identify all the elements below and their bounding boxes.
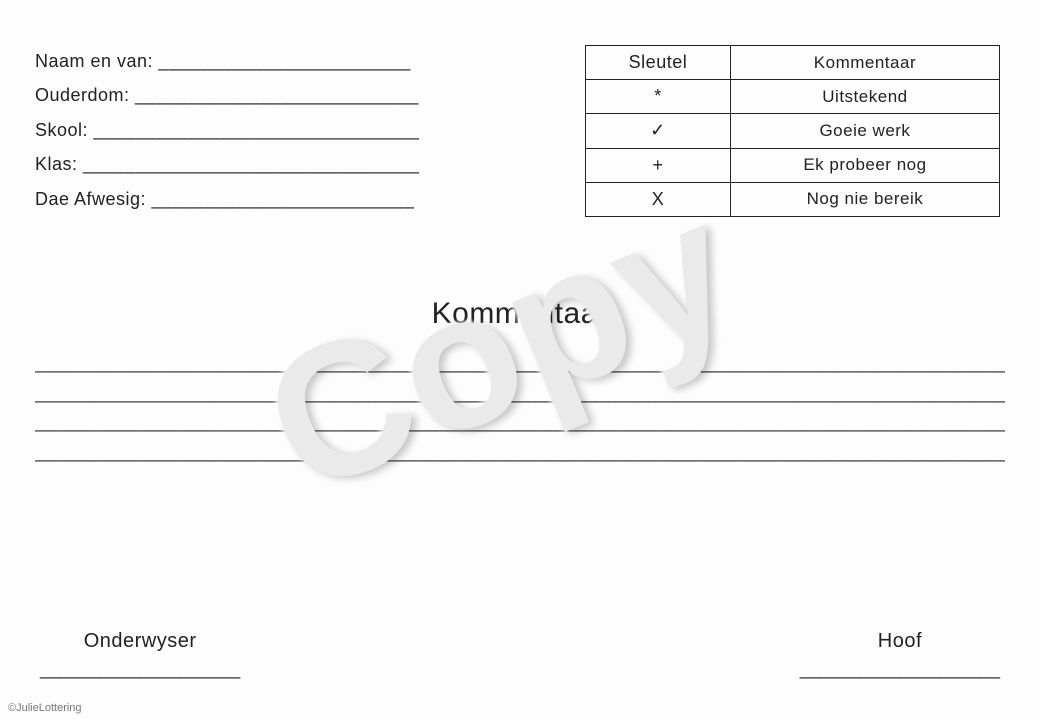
comment-heading: Kommentaar xyxy=(35,297,1005,331)
comment-line: ________________________________________… xyxy=(35,379,1005,409)
teacher-label: Onderwyser xyxy=(40,630,240,653)
table-row: X Nog nie bereik xyxy=(586,182,1000,216)
comment-line: ________________________________________… xyxy=(35,349,1005,379)
key-symbol: ✓ xyxy=(586,114,731,148)
key-table: Sleutel Kommentaar * Uitstekend ✓ Goeie … xyxy=(585,45,1000,217)
top-section: Naam en van: ________________________ Ou… xyxy=(0,0,1040,217)
head-sign-line: ____________________ xyxy=(800,659,1000,680)
key-label: Ek probeer nog xyxy=(730,148,999,182)
field-absent: Dae Afwesig: _________________________ xyxy=(35,183,585,215)
head-signature: Hoof ____________________ xyxy=(800,630,1000,680)
teacher-sign-line: ____________________ xyxy=(40,659,240,680)
info-fields: Naam en van: ________________________ Ou… xyxy=(35,45,585,217)
key-label: Nog nie bereik xyxy=(730,182,999,216)
key-symbol: X xyxy=(586,182,731,216)
key-header-symbol: Sleutel xyxy=(586,46,731,80)
comment-section: Kommentaar _____________________________… xyxy=(0,297,1040,468)
key-label: Uitstekend xyxy=(730,80,999,114)
footer-credit: ©JulieLottering xyxy=(8,702,82,714)
head-label: Hoof xyxy=(800,630,1000,653)
key-symbol: + xyxy=(586,148,731,182)
key-table-header-row: Sleutel Kommentaar xyxy=(586,46,1000,80)
signature-section: Onderwyser ____________________ Hoof ___… xyxy=(0,630,1040,680)
field-class: Klas: ________________________________ xyxy=(35,148,585,180)
comment-line: ________________________________________… xyxy=(35,438,1005,468)
field-name: Naam en van: ________________________ xyxy=(35,45,585,77)
field-age: Ouderdom: ___________________________ xyxy=(35,79,585,111)
table-row: ✓ Goeie werk xyxy=(586,114,1000,148)
key-label: Goeie werk xyxy=(730,114,999,148)
key-symbol: * xyxy=(586,80,731,114)
key-header-comment: Kommentaar xyxy=(730,46,999,80)
table-row: + Ek probeer nog xyxy=(586,148,1000,182)
table-row: * Uitstekend xyxy=(586,80,1000,114)
comment-line: ________________________________________… xyxy=(35,408,1005,438)
teacher-signature: Onderwyser ____________________ xyxy=(40,630,240,680)
field-school: Skool: _______________________________ xyxy=(35,114,585,146)
